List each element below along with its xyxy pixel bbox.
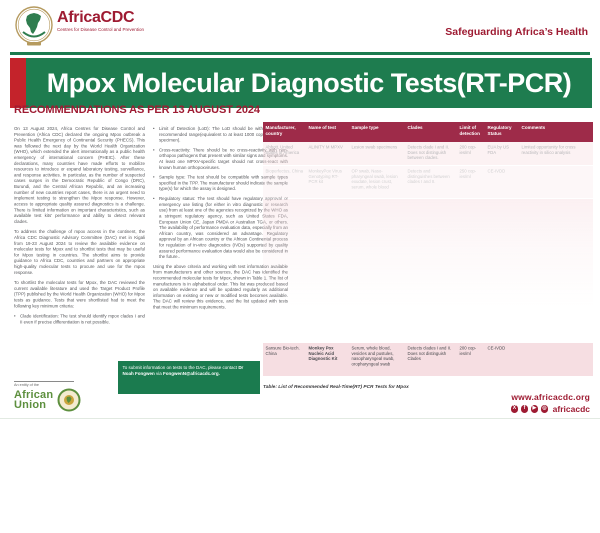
contact-box: To submit information on tests to the DA…	[118, 361, 260, 394]
bullet-marker: •	[153, 174, 155, 180]
table-cell: Abbott, United States of America	[265, 144, 300, 155]
bullet-marker: •	[153, 126, 155, 131]
table-cell: Sansure Bio-tech. China	[265, 345, 300, 356]
page-title: Mpox Molecular Diagnostic Tests(RT-PCR)	[46, 67, 572, 98]
banner-green: Mpox Molecular Diagnostic Tests(RT-PCR)	[26, 58, 592, 108]
table-cell: Limited opportunity for cross reactivity…	[521, 144, 576, 155]
bullet-text: Regulatory status: The test should have …	[159, 196, 288, 260]
table-cell: Serum, whole blood, vesicles and pustule…	[351, 345, 395, 367]
paragraph-3: To shortlist the molecular tests for Mpo…	[14, 280, 145, 309]
african-union-emblem-icon	[57, 388, 81, 412]
social-icons: X f ▶ ◎ africacdc	[510, 404, 590, 414]
au-name-line1: African	[14, 389, 54, 401]
table-header-cell: Regulatory Status	[487, 125, 512, 136]
table-cell: CE-IVDD	[487, 168, 506, 174]
title-banner: Mpox Molecular Diagnostic Tests(RT-PCR)	[10, 58, 592, 108]
table-cell: Monkey Pox Nucleic Acid Diagnostic Kit	[308, 345, 338, 362]
brand-title: AfricaCDC	[57, 9, 135, 26]
bullet-item: • Cross-reactivity: There should be no c…	[153, 147, 288, 170]
table-row: Bioperfectus, China MonkeyPox Virus Genot…	[263, 166, 593, 199]
site-block: www.africacdc.org X f ▶ ◎ africacdc	[510, 392, 590, 414]
table-cell: Detects and distinguishes between clades…	[407, 168, 450, 185]
website-link[interactable]: www.africacdc.org	[511, 392, 590, 402]
table-cell: MonkeyPox Virus Genotyping RT-PCR kit	[308, 168, 342, 185]
table-cell: Detects clades I and II. Does not distin…	[407, 345, 452, 362]
header-bar: AfricaCDC Centres for Disease Control an…	[0, 0, 600, 52]
table-cell	[519, 343, 593, 376]
bullet-marker: •	[14, 313, 16, 319]
tagline: Safeguarding Africa’s Health	[445, 26, 588, 38]
table-header-cell: Sample type	[351, 125, 379, 130]
bullet-item: • Sample type: The test should be compat…	[153, 175, 288, 192]
paragraph-2: To address the challenge of mpox access …	[14, 229, 145, 275]
x-icon[interactable]: X	[510, 405, 519, 413]
table-header-cell: Limit of detection	[459, 125, 480, 136]
table-header-cell: Comments	[521, 125, 546, 130]
contact-email[interactable]: FongwenN@africacdc.org.	[163, 371, 220, 377]
page-bottom-rule	[0, 418, 600, 419]
brand-block: AfricaCDC Centres for Disease Control an…	[57, 9, 147, 41]
au-logo-block: An entity of the African Union	[14, 381, 81, 412]
intro-column-2: • Limit of Detection (LoD): The LoD shou…	[153, 126, 288, 504]
facebook-icon[interactable]: f	[520, 405, 529, 413]
rt-pcr-table: Manufacturer, country Name of test Sampl…	[263, 122, 593, 384]
contact-name: Dr Noah Fongwen	[122, 365, 244, 377]
brand-subtitle: Centres for Disease Control and Preventi…	[57, 27, 145, 32]
instagram-icon[interactable]: ◎	[540, 405, 549, 413]
contact-text: To submit information on tests to the DA…	[122, 365, 239, 370]
table-cell: Detects clade I and II. Does not disting…	[407, 144, 450, 161]
table-cell: 200 cop-ies/ml	[459, 345, 477, 356]
contact-via: via	[154, 371, 164, 377]
paragraph-1: On 13 August 2024, Africa Centres for Di…	[14, 126, 145, 224]
table-cell: 250 cop-ies/ml	[459, 168, 477, 179]
table-cell: Lesion swab specimens	[351, 144, 398, 150]
bullet-text: Clade identification: The test should id…	[20, 313, 145, 325]
intro-column-1: On 13 August 2024, Africa Centres for Di…	[14, 126, 145, 533]
table-header-cell: Name of test	[308, 125, 337, 130]
table-body: Abbott, United States of America ALINITY …	[263, 142, 593, 377]
bullet-item: • Regulatory status: The test should hav…	[153, 196, 288, 260]
au-entity-label: An entity of the	[14, 382, 40, 388]
table-cell: Bioperfectus, China	[265, 168, 304, 174]
closing-paragraph: Using the above criteria and working wit…	[153, 263, 288, 310]
bullet-item: • Clade identification: The test should …	[14, 314, 145, 326]
bullet-text: Limit of Detection (LoD): The LoD should…	[159, 126, 288, 143]
table-caption: Table: List of Recommended Real-Time(RT)…	[263, 384, 409, 390]
table-cell: EUA by US FDA	[487, 144, 510, 155]
table-cell: OP swab, Naso-pharyngeal swab, lesion ex…	[351, 168, 398, 190]
bullet-item: • Limit of Detection (LoD): The LoD shou…	[153, 126, 288, 143]
table-header-cell: Manufacturer, country	[265, 125, 296, 136]
table-cell	[519, 166, 593, 198]
table-header-row: Manufacturer, country Name of test Sampl…	[263, 122, 593, 142]
table-header-cell: Clades	[407, 125, 423, 130]
bullet-marker: •	[153, 196, 155, 202]
banner-accent-bar	[10, 58, 26, 108]
social-handle[interactable]: africacdc	[552, 404, 590, 414]
africa-cdc-logo-icon	[15, 6, 53, 46]
header-divider	[10, 52, 590, 55]
bullet-text: Cross-reactivity: There should be no cro…	[159, 147, 288, 170]
table-cell: 200 cop-ies/ml	[459, 144, 477, 155]
table-cell: CE-IVDD	[487, 345, 506, 351]
table-row: Sansure Bio-tech. China Monkey Pox Nuclei…	[263, 343, 593, 377]
table-row: Abbott, United States of America ALINITY …	[263, 142, 593, 166]
table-cell: ALINITY M MPXV	[308, 144, 343, 150]
bullet-text: Sample type: The test should be compatib…	[159, 174, 288, 192]
bullet-marker: •	[153, 147, 155, 153]
youtube-icon[interactable]: ▶	[530, 405, 539, 413]
au-name-line2: Union	[14, 399, 47, 411]
recommendations-heading: RECOMMENDATIONS AS PER 13 AUGUST 2024	[14, 104, 260, 116]
table-faded-rows	[263, 199, 593, 343]
